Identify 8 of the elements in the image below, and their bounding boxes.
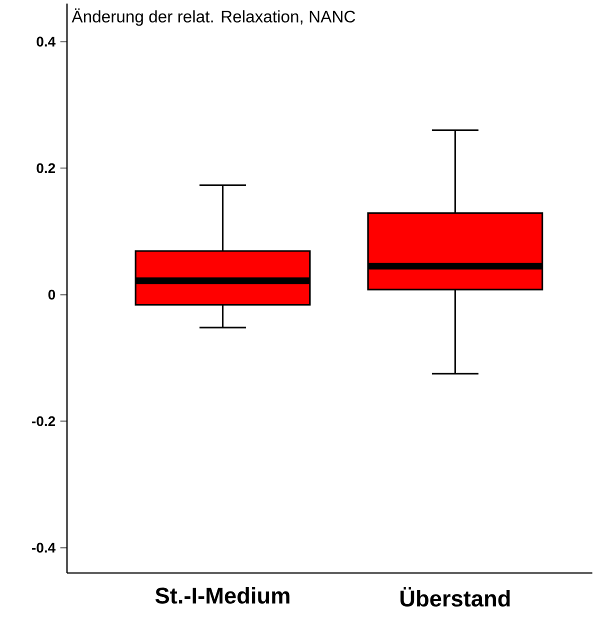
y-tick-label: 0.4 (36, 36, 56, 47)
x-tick-label: St.-I-Medium (155, 587, 290, 604)
y-tick-label: 0 (48, 290, 56, 300)
y-tick-label: -0.2 (32, 416, 56, 426)
y-tick-label: -0.4 (32, 542, 56, 553)
x-tick-label: Überstand (400, 587, 510, 607)
chart-title: Änderung der relat. Relaxation, NANC (72, 8, 356, 26)
y-tick-label: 0.2 (36, 163, 56, 174)
